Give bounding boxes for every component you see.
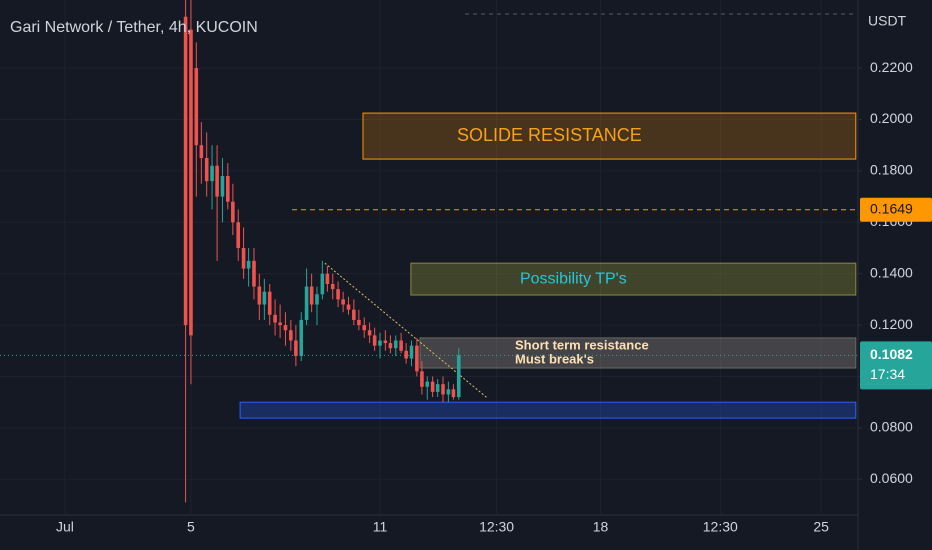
y-tick-label: 0.2200	[870, 59, 913, 75]
candle-body	[362, 325, 367, 331]
x-tick-label: 5	[187, 519, 195, 535]
zone	[419, 337, 857, 369]
y-tick-label: 0.0800	[870, 419, 913, 435]
candle-body	[289, 330, 293, 341]
candle-body	[325, 273, 330, 284]
x-tick-label: 11	[373, 519, 388, 535]
candle-body	[257, 286, 262, 305]
candle-body	[226, 176, 230, 202]
candle-body	[267, 291, 272, 315]
candle-body	[283, 325, 288, 331]
plot: 0.06000.08000.10000.12000.14000.16000.18…	[0, 0, 932, 535]
candle-body	[241, 247, 246, 269]
x-tick-label: Jul	[56, 519, 74, 535]
candle-body	[204, 158, 209, 182]
candle-body	[451, 389, 456, 398]
candle-body	[304, 286, 309, 320]
candle-body	[420, 371, 424, 387]
candle-body	[430, 381, 435, 392]
x-tick-label: 18	[593, 519, 609, 535]
candle-body	[404, 350, 408, 359]
y-axis-label: USDT	[868, 13, 907, 29]
candle-body	[315, 294, 319, 305]
candle-body	[393, 340, 398, 349]
candle-body	[309, 286, 314, 305]
price-line-tag	[860, 197, 932, 222]
candle-body	[367, 330, 372, 336]
candle-body	[252, 260, 256, 287]
y-tick-label: 0.1400	[870, 264, 913, 280]
candle-body	[273, 314, 277, 323]
candle-body	[220, 176, 225, 197]
x-tick-label: 12:30	[479, 519, 514, 535]
zone	[362, 112, 857, 160]
candle-body	[183, 16, 188, 326]
trendline	[324, 262, 488, 399]
zone-label: Must break's	[515, 351, 594, 366]
candle-body	[294, 340, 298, 356]
zone-label: Possibility TP's	[520, 270, 627, 287]
candle-body	[341, 299, 345, 305]
x-tick-label: 25	[813, 519, 829, 535]
candle-body	[236, 222, 241, 248]
candle-body	[409, 345, 414, 359]
candle-body	[352, 309, 356, 320]
chart-title: Gari Network / Tether, 4h, KUCOIN	[10, 19, 258, 36]
candle-body	[320, 273, 325, 295]
candle-body	[446, 389, 451, 395]
y-tick-label: 0.1800	[870, 162, 913, 178]
candle-body	[346, 304, 351, 310]
candle-body	[246, 260, 251, 269]
price-line-label: 0.1649	[870, 200, 913, 216]
candle-body	[210, 165, 214, 182]
candle-body	[262, 291, 267, 305]
candle-body	[194, 68, 199, 146]
candle-body	[383, 340, 388, 344]
countdown-label: 17:34	[870, 366, 905, 382]
candle-body	[299, 319, 304, 356]
candle-body	[378, 340, 382, 346]
last-price-label: 0.1082	[870, 346, 913, 362]
last-price-tag	[860, 341, 932, 390]
zone	[410, 262, 857, 296]
candle-body	[425, 381, 430, 387]
candle-body	[388, 343, 393, 349]
y-tick-label: 0.0600	[870, 470, 913, 486]
candle-body	[336, 289, 340, 300]
candle-body	[441, 384, 445, 395]
candle-body	[278, 322, 282, 326]
x-tick-label: 12:30	[703, 519, 738, 535]
candle-body	[189, 29, 193, 336]
candle-body	[215, 165, 219, 197]
candle-body	[435, 384, 440, 392]
candle-body	[231, 201, 235, 223]
zone-label: SOLIDE RESISTANCE	[457, 125, 642, 145]
candle-body	[399, 340, 403, 351]
candle-body	[372, 335, 377, 346]
candle-body	[199, 145, 204, 159]
candle-body	[357, 319, 361, 326]
candle-body	[330, 283, 335, 290]
candle-body	[456, 355, 461, 398]
y-tick-label: 0.1200	[870, 316, 913, 332]
zone-label: Short term resistance	[515, 337, 649, 352]
candle-body	[415, 345, 419, 372]
y-tick-label: 0.2000	[870, 110, 913, 126]
zone	[239, 401, 857, 419]
